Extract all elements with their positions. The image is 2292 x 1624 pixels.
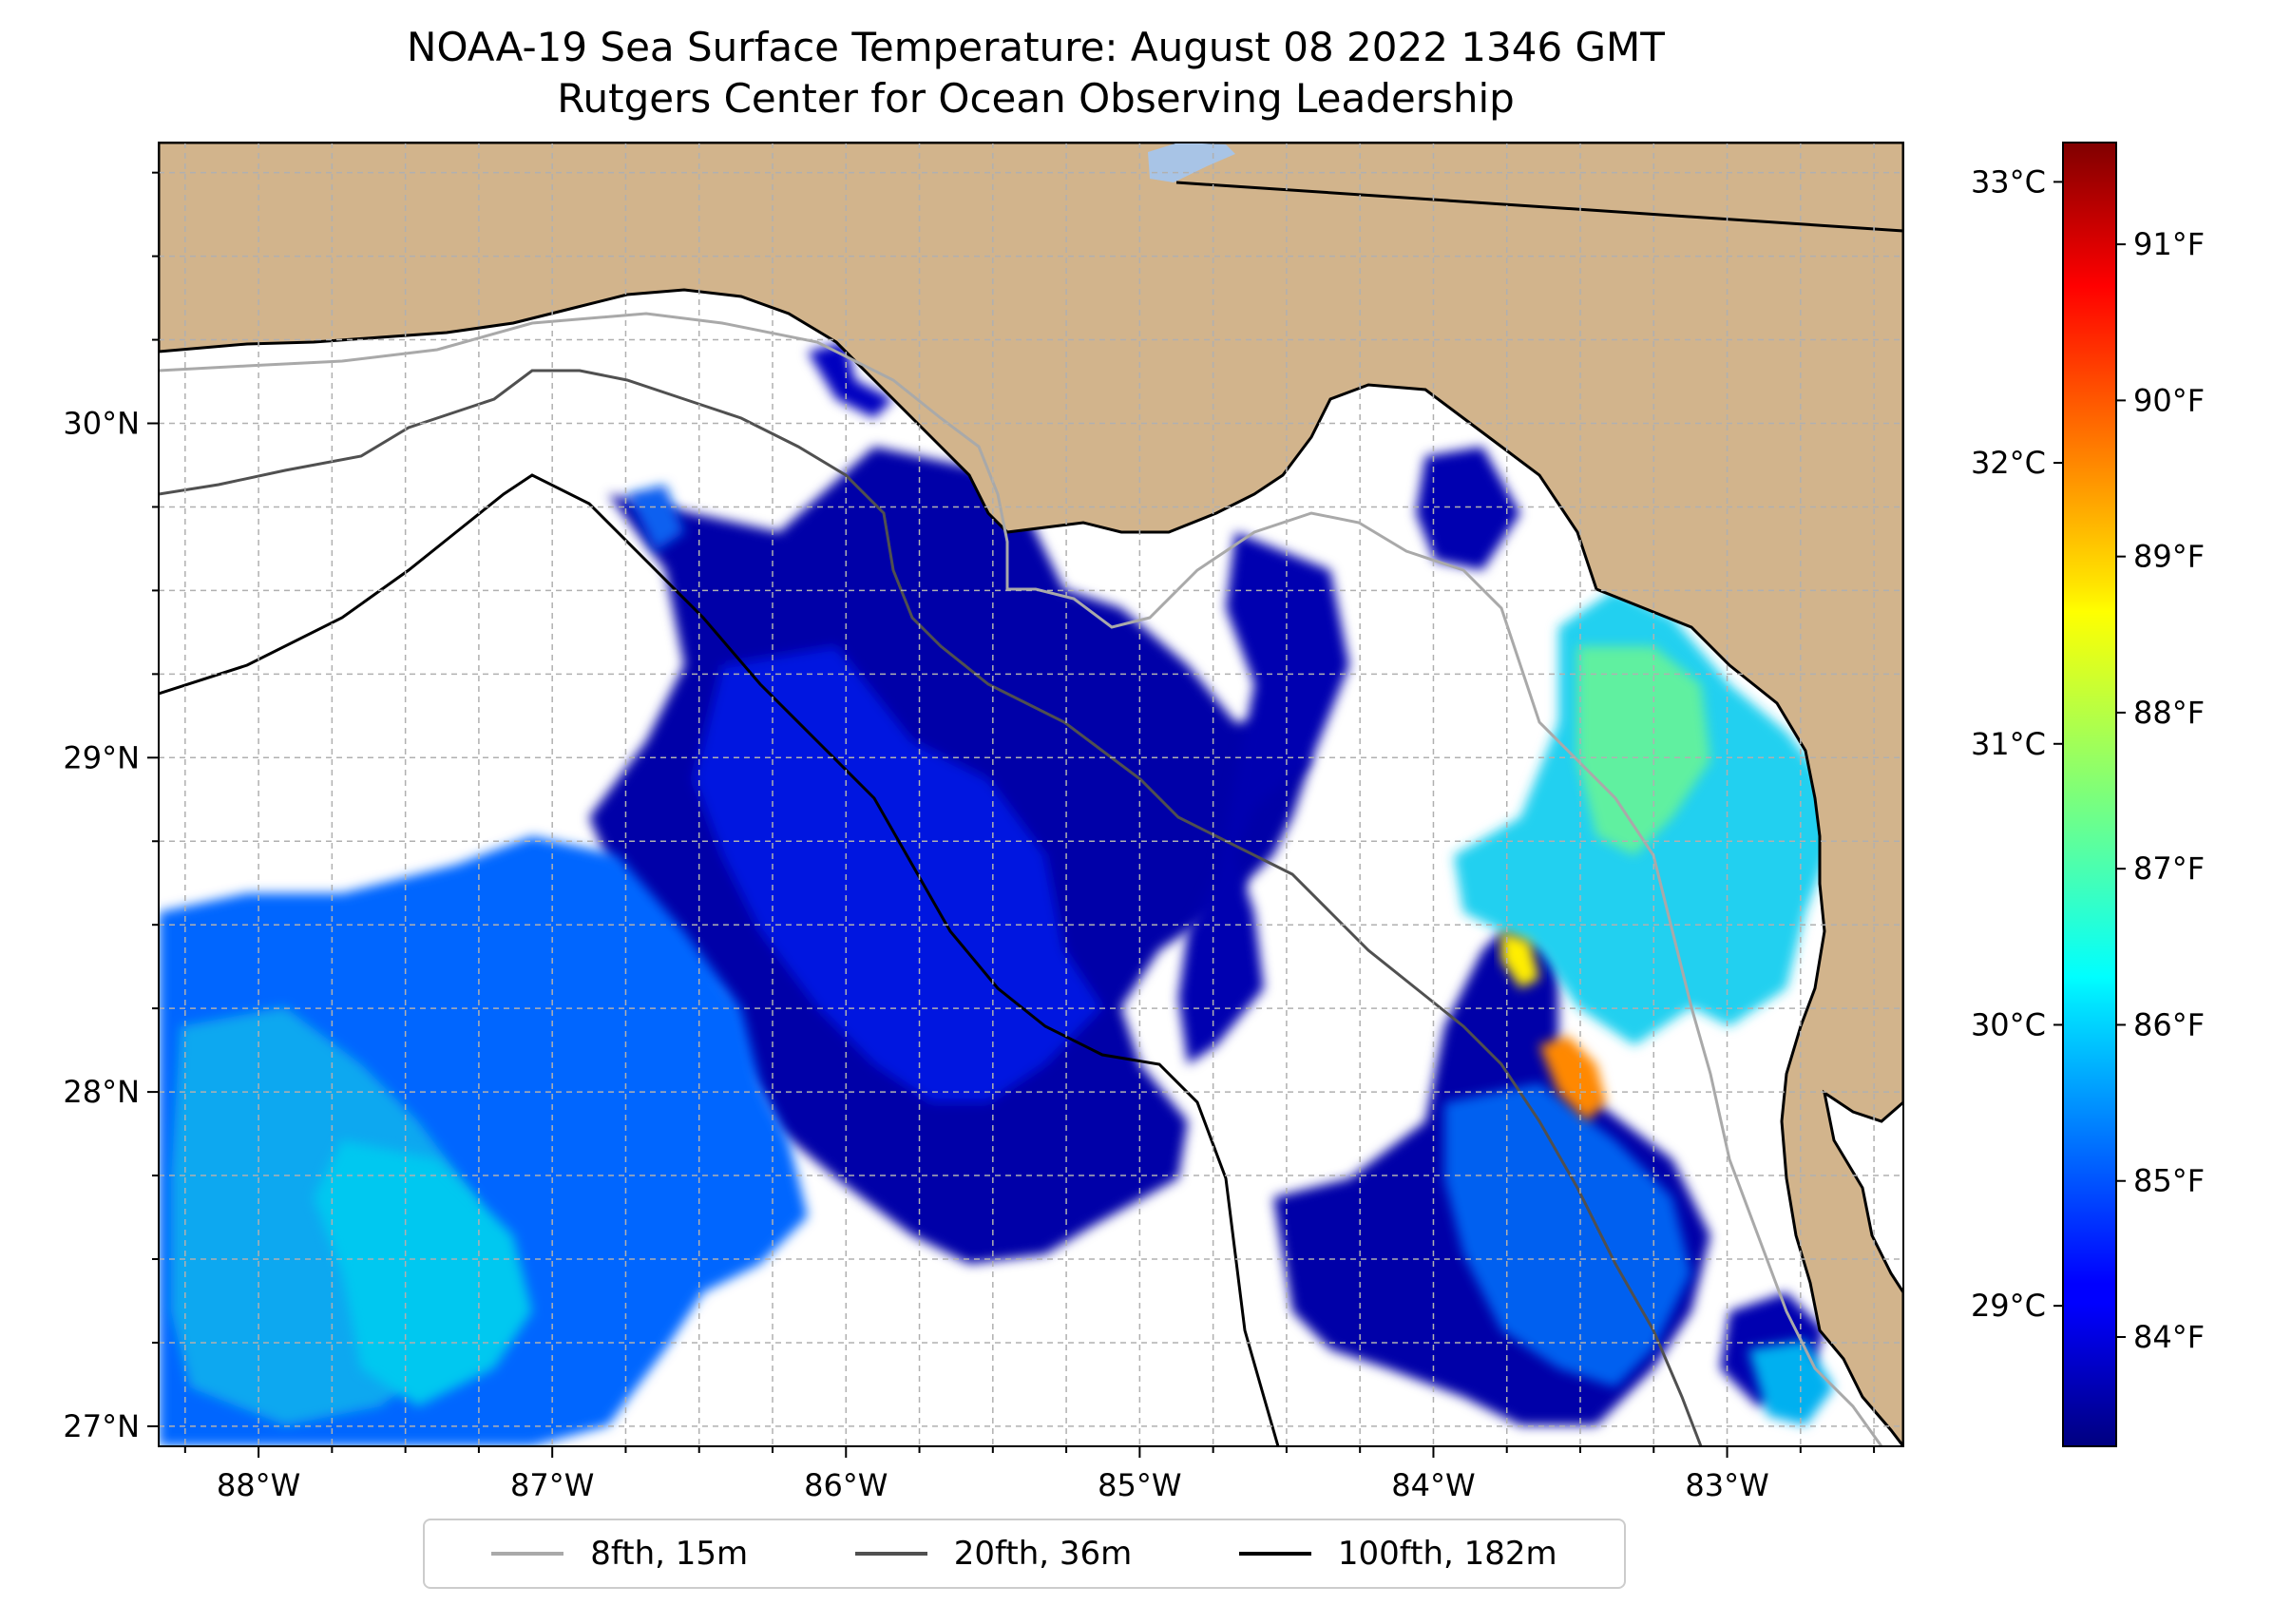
legend-label: 100fth, 182m xyxy=(1337,1535,1557,1573)
sst-field xyxy=(159,342,1834,1446)
celsius-tick-label: 31°C xyxy=(1971,726,2046,762)
fahrenheit-tick-label: 85°F xyxy=(2133,1163,2205,1199)
isobath-legend: 8fth, 15m 20fth, 36m 100fth, 182m xyxy=(423,1519,1626,1589)
lon-tick-label: 84°W xyxy=(1391,1467,1475,1503)
legend-line-swatch xyxy=(491,1552,564,1556)
lon-tick-label: 87°W xyxy=(510,1467,594,1503)
lat-tick-label: 30°N xyxy=(63,406,140,442)
isobath-8fth xyxy=(159,312,1883,1446)
fahrenheit-tick-label: 89°F xyxy=(2133,539,2205,575)
lat-tick-label: 28°N xyxy=(63,1074,140,1110)
legend-entry: 8fth, 15m xyxy=(491,1535,748,1573)
lat-tick-label: 27°N xyxy=(63,1408,140,1444)
celsius-tick-label: 33°C xyxy=(1971,163,2046,200)
longitude-axis: 88°W 87°W 86°W 85°W 84°W 83°W xyxy=(183,1446,1876,1503)
colorbar-fahrenheit-axis: 84°F 85°F 86°F 87°F 88°F 89°F 90°F 91°F xyxy=(2116,226,2205,1355)
legend-label: 8fth, 15m xyxy=(590,1535,749,1573)
lon-tick-label: 83°W xyxy=(1685,1467,1768,1503)
graticule xyxy=(159,143,1903,1446)
legend-entry: 100fth, 182m xyxy=(1238,1535,1557,1573)
colorbar-celsius-axis: 29°C 30°C 31°C 32°C 33°C xyxy=(1971,163,2063,1324)
map-title: NOAA-19 Sea Surface Temperature: August … xyxy=(407,24,1665,70)
celsius-tick-label: 29°C xyxy=(1971,1288,2046,1324)
latitude-axis: 27°N 28°N 29°N 30°N xyxy=(63,171,159,1444)
legend-line-swatch xyxy=(854,1552,927,1556)
celsius-tick-label: 32°C xyxy=(1971,445,2046,481)
isobath-100fth xyxy=(159,473,1280,1446)
lake xyxy=(1148,143,1235,182)
map-plot-area xyxy=(159,143,1903,1446)
colorbar xyxy=(2062,142,2117,1447)
lon-tick-label: 86°W xyxy=(804,1467,888,1503)
fahrenheit-tick-label: 87°F xyxy=(2133,850,2205,887)
state-boundary xyxy=(1175,181,1903,233)
lon-tick-label: 88°W xyxy=(217,1467,300,1503)
isobaths xyxy=(159,312,1883,1446)
fahrenheit-tick-label: 84°F xyxy=(2133,1319,2205,1355)
celsius-tick-label: 30°C xyxy=(1971,1006,2046,1042)
isobath-20fth xyxy=(159,369,1703,1446)
fahrenheit-tick-label: 90°F xyxy=(2133,382,2205,418)
fahrenheit-tick-label: 86°F xyxy=(2133,1006,2205,1042)
map-subtitle: Rutgers Center for Ocean Observing Leade… xyxy=(557,75,1515,122)
legend-entry: 20fth, 36m xyxy=(854,1535,1133,1573)
legend-line-swatch xyxy=(1238,1552,1311,1556)
land-mass xyxy=(159,143,1903,1446)
fahrenheit-tick-label: 91°F xyxy=(2133,226,2205,262)
legend-label: 20fth, 36m xyxy=(953,1535,1133,1573)
fahrenheit-tick-label: 88°F xyxy=(2133,695,2205,731)
lon-tick-label: 85°W xyxy=(1098,1467,1181,1503)
map-frame xyxy=(158,142,1904,1447)
lat-tick-label: 29°N xyxy=(63,739,140,775)
